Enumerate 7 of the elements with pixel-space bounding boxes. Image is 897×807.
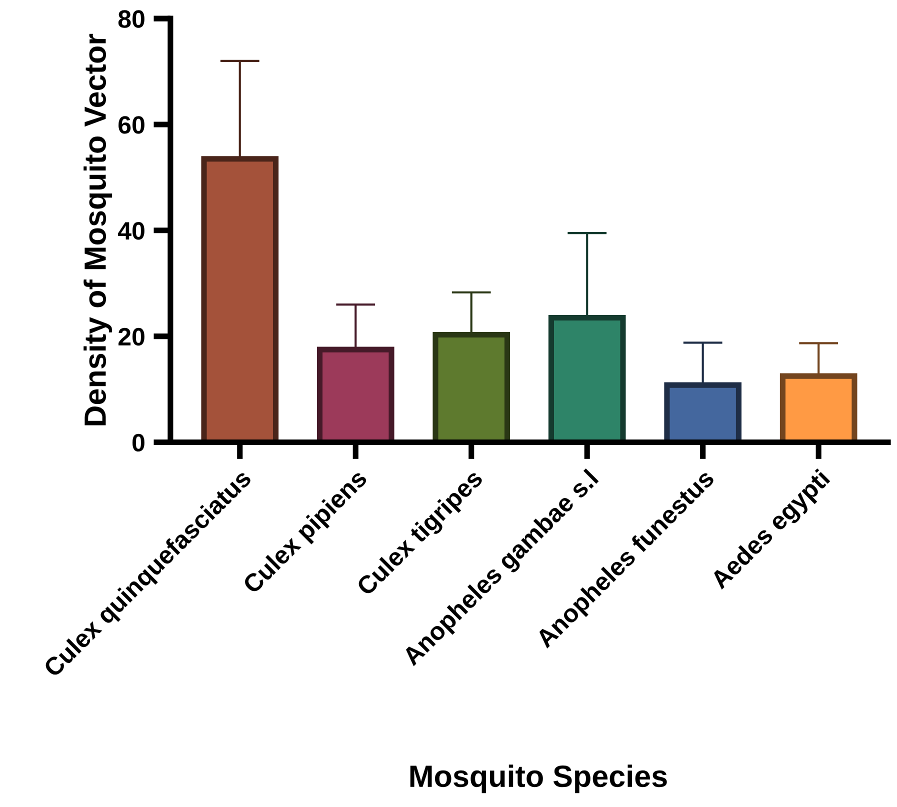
- y-axis-title: Density of Mosquito Vector: [84, 34, 112, 426]
- y-tick-label: 0: [132, 434, 144, 452]
- y-tick-label: 40: [118, 222, 144, 240]
- y-tick-label: 20: [118, 328, 144, 346]
- x-axis-title: Mosquito Species: [410, 764, 667, 794]
- y-tick-label: 80: [118, 10, 144, 28]
- y-tick-label: 60: [118, 116, 144, 134]
